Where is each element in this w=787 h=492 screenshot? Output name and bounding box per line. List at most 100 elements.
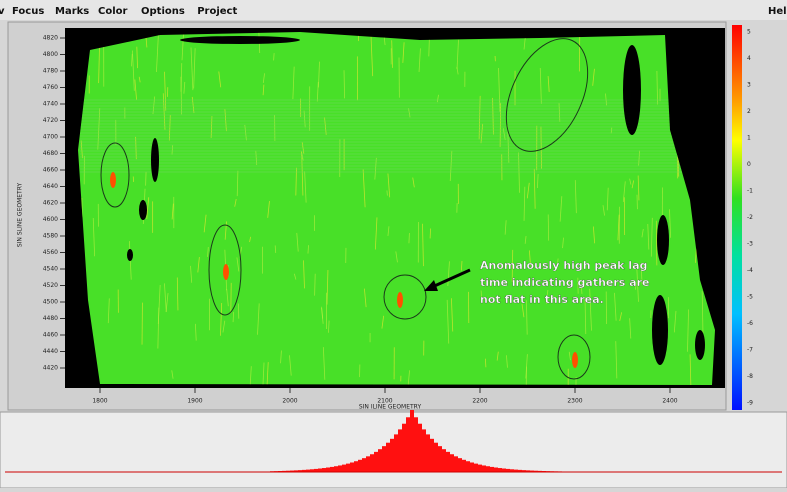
hot-spot: [397, 292, 403, 308]
y-tick-label: 4440: [43, 348, 58, 355]
annotation: time indicating gathers are: [480, 276, 650, 289]
histogram-bar: [378, 449, 382, 472]
streak: [485, 359, 486, 368]
histogram-bar: [474, 464, 478, 472]
y-tick-label: 4540: [43, 266, 58, 273]
menu-item[interactable]: Focus: [12, 6, 44, 17]
histogram-bar: [350, 462, 354, 472]
histogram-bar: [418, 424, 422, 472]
histogram-bar: [450, 454, 454, 472]
y-tick-label: 4560: [43, 249, 58, 256]
histogram-bar: [318, 469, 322, 472]
colorbar-tick-label: -1: [747, 188, 753, 195]
histogram-bar: [462, 460, 466, 472]
y-axis-label: SIN SLINE GEOMETRY: [17, 183, 24, 248]
histogram-bar: [398, 429, 402, 472]
y-tick-label: 4820: [43, 35, 58, 42]
histogram-bar: [478, 465, 482, 472]
histogram-bar: [430, 439, 434, 472]
histogram-bar: [494, 468, 498, 472]
y-tick-label: 4800: [43, 51, 58, 58]
menu-item[interactable]: v: [0, 6, 5, 17]
histogram-bar: [422, 429, 426, 472]
histogram-bar: [370, 454, 374, 472]
histogram-bar: [482, 465, 486, 472]
y-tick-label: 4620: [43, 200, 58, 207]
colorbar-tick-label: 3: [747, 82, 751, 89]
x-tick-label: 2000: [282, 398, 297, 405]
streak: [344, 70, 345, 98]
y-tick-label: 4780: [43, 68, 58, 75]
screen: vFocusMarksColorOptionsProject Help Anom…: [0, 0, 787, 488]
colorbar-tick-label: 5: [747, 29, 751, 36]
hot-spot: [223, 264, 229, 280]
y-tick-label: 4420: [43, 365, 58, 372]
y-tick-label: 4580: [43, 233, 58, 240]
colorbar-tick-label: -4: [747, 267, 753, 274]
colorbar-tick-label: -3: [747, 241, 753, 248]
colorbar-tick-label: -6: [747, 320, 753, 327]
histogram-bar: [326, 468, 330, 472]
histogram-bar: [358, 460, 362, 472]
y-tick-label: 4640: [43, 183, 58, 190]
histogram-bar: [374, 452, 378, 472]
histogram-bar: [498, 468, 502, 472]
colorbar: [732, 25, 742, 410]
histogram-bar: [466, 461, 470, 472]
histogram-bar: [410, 410, 414, 472]
y-tick-label: 4760: [43, 84, 58, 91]
x-tick-label: 2200: [472, 398, 487, 405]
x-tick-label: 2400: [662, 398, 677, 405]
histogram-bar: [322, 468, 326, 472]
streak: [429, 38, 430, 56]
menu-item[interactable]: Project: [197, 6, 237, 17]
menu-item[interactable]: Color: [98, 6, 128, 17]
histogram-bar: [434, 443, 438, 472]
colorbar-tick-label: 1: [747, 135, 751, 142]
y-tick-label: 4600: [43, 216, 58, 223]
colorbar-tick-label: -5: [747, 294, 753, 301]
y-tick-label: 4500: [43, 299, 58, 306]
y-tick-label: 4740: [43, 101, 58, 108]
annotation: not flat in this area.: [480, 293, 604, 306]
histogram-bar: [454, 456, 458, 472]
y-tick-label: 4700: [43, 134, 58, 141]
histogram-bar: [390, 439, 394, 472]
menu-item[interactable]: Marks: [55, 6, 89, 17]
histogram-bar: [414, 417, 418, 472]
histogram-bar: [394, 434, 398, 472]
streak: [275, 245, 276, 253]
menu-item[interactable]: Options: [141, 6, 185, 17]
x-tick-label: 2300: [567, 398, 582, 405]
histogram-bar: [406, 417, 410, 472]
histogram-bar: [342, 465, 346, 472]
histogram-bar: [438, 446, 442, 472]
histogram-bar: [386, 443, 390, 472]
histogram-bar: [458, 458, 462, 472]
menu-help[interactable]: Help: [768, 6, 787, 17]
colorbar-tick-label: 2: [747, 108, 751, 115]
histogram-bar: [402, 424, 406, 472]
histogram-bar: [382, 446, 386, 472]
histogram-bar: [338, 465, 342, 472]
streak: [656, 221, 657, 266]
histogram-bar: [362, 458, 366, 472]
colorbar-tick-label: -7: [747, 347, 753, 354]
x-tick-label: 1800: [92, 398, 107, 405]
colorbar-tick-label: -9: [747, 400, 753, 407]
x-tick-label: 1900: [187, 398, 202, 405]
histogram-bar: [442, 449, 446, 472]
colorbar-tick-label: -8: [747, 373, 753, 380]
histogram-bar: [502, 469, 506, 472]
y-tick-label: 4480: [43, 315, 58, 322]
y-tick-label: 4660: [43, 167, 58, 174]
histogram-bar: [366, 456, 370, 472]
hot-spot: [110, 172, 116, 188]
y-tick-label: 4680: [43, 150, 58, 157]
histogram-bar: [346, 464, 350, 472]
histogram-bar: [334, 466, 338, 472]
histogram-bar: [354, 461, 358, 472]
colorbar-tick-label: -2: [747, 214, 753, 221]
x-axis-label: SIN ILINE GEOMETRY: [359, 404, 422, 411]
histogram-bar: [470, 462, 474, 472]
